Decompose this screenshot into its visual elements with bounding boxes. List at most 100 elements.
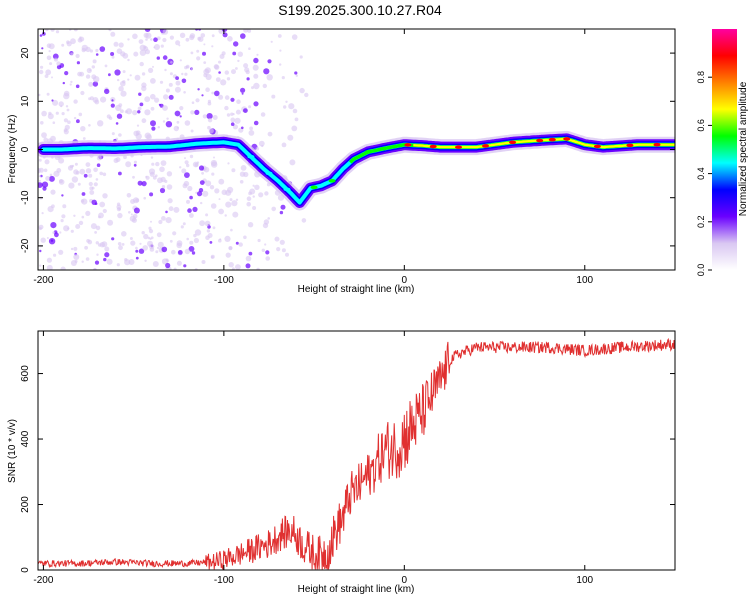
noise-point (204, 220, 211, 227)
noise-point (96, 155, 102, 161)
noise-point (67, 120, 71, 124)
noise-point (88, 97, 91, 101)
noise-point (232, 211, 239, 218)
noise-point (43, 137, 48, 143)
noise-point (240, 33, 246, 39)
noise-point (252, 206, 257, 210)
noise-point (111, 99, 114, 102)
noise-point (85, 46, 91, 53)
noise-point (260, 112, 266, 117)
noise-point (199, 220, 206, 227)
noise-point (150, 78, 156, 84)
noise-point (51, 204, 55, 209)
noise-point (148, 229, 154, 234)
noise-point (253, 57, 259, 64)
colorbar-tick-label: 0.4 (696, 167, 706, 180)
noise-point (139, 242, 142, 245)
noise-point (135, 130, 141, 135)
colorbar-label: Normalized spectral amplitude (738, 81, 749, 216)
noise-point (158, 103, 161, 106)
noise-point (160, 160, 167, 167)
noise-point (225, 201, 232, 208)
noise-point (161, 216, 166, 221)
noise-point (271, 206, 277, 212)
noise-point (235, 198, 239, 201)
noise-point (168, 206, 174, 212)
ridge-hotspot (482, 144, 489, 148)
noise-point (89, 49, 93, 53)
noise-point (189, 33, 196, 39)
noise-point (64, 71, 69, 76)
noise-point (294, 117, 299, 122)
snr-ytick-label: 400 (20, 430, 31, 447)
noise-point (157, 241, 164, 248)
noise-point (95, 225, 101, 231)
noise-point (111, 132, 115, 136)
noise-point (92, 97, 99, 103)
noise-point (279, 49, 282, 52)
noise-point (159, 187, 166, 194)
noise-point (91, 199, 97, 205)
noise-point (154, 97, 160, 103)
noise-point (190, 110, 195, 115)
noise-point (218, 71, 221, 74)
noise-point (232, 51, 237, 56)
noise-point (155, 174, 158, 177)
noise-point (176, 260, 182, 266)
noise-point (150, 38, 153, 41)
spectrogram-ytick-label: -10 (20, 190, 31, 205)
noise-point (249, 126, 254, 131)
noise-point (162, 55, 168, 60)
noise-point (66, 41, 72, 47)
noise-point (184, 72, 188, 76)
noise-point (189, 240, 194, 245)
noise-point (241, 92, 244, 95)
noise-point (195, 191, 198, 194)
noise-point (246, 77, 250, 81)
noise-point (80, 199, 85, 203)
noise-point (151, 126, 156, 131)
noise-point (149, 192, 154, 197)
noise-point (267, 131, 273, 137)
noise-point (231, 69, 236, 75)
ridge-hotspot (563, 137, 571, 141)
noise-point (247, 222, 254, 228)
noise-point (263, 68, 270, 75)
noise-point (50, 222, 57, 229)
noise-point (73, 254, 80, 260)
noise-point (201, 171, 205, 175)
noise-point (301, 218, 307, 223)
noise-point (218, 198, 221, 201)
noise-point (285, 252, 289, 257)
noise-point (281, 76, 285, 80)
noise-point (208, 128, 214, 134)
noise-point (118, 86, 124, 92)
noise-point (118, 245, 123, 251)
noise-point (52, 53, 59, 60)
noise-point (182, 222, 186, 226)
noise-point (214, 90, 220, 97)
snr-xtick-label: -100 (214, 575, 234, 586)
noise-point (248, 251, 253, 256)
noise-point (127, 58, 130, 62)
spectrogram-ytick-label: 10 (20, 95, 31, 107)
ridge-hotspot (265, 171, 273, 176)
noise-point (135, 198, 140, 203)
ridge-hotspot (379, 147, 387, 151)
snr-xlabel: Height of straight line (km) (298, 584, 415, 595)
noise-point (243, 235, 247, 240)
noise-point (171, 249, 176, 255)
noise-point (226, 113, 231, 117)
noise-point (190, 51, 194, 55)
noise-point (52, 121, 56, 124)
noise-point (85, 74, 91, 79)
noise-point (110, 103, 115, 108)
noise-point (127, 38, 130, 41)
chart-title: S199.2025.300.10.27.R04 (278, 2, 442, 18)
noise-point (81, 215, 85, 219)
noise-point (61, 43, 65, 47)
noise-point (124, 259, 131, 266)
noise-point (102, 193, 108, 199)
noise-point (39, 264, 42, 267)
